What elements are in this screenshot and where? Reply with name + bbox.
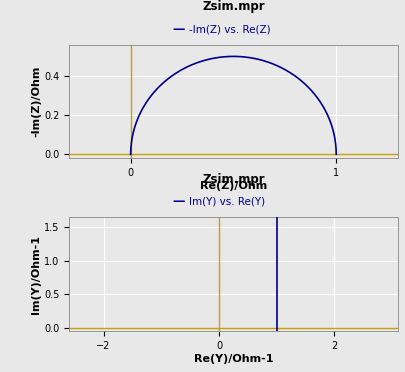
X-axis label: Re(Y)/Ohm-1: Re(Y)/Ohm-1 bbox=[193, 353, 273, 363]
Y-axis label: Im(Y)/Ohm-1: Im(Y)/Ohm-1 bbox=[31, 235, 41, 314]
Text: Zsim.mpr: Zsim.mpr bbox=[202, 173, 264, 186]
Text: Im(Y) vs. Re(Y): Im(Y) vs. Re(Y) bbox=[188, 197, 264, 207]
Text: —: — bbox=[172, 23, 184, 35]
Y-axis label: -Im(Z)/Ohm: -Im(Z)/Ohm bbox=[31, 66, 41, 137]
Text: —: — bbox=[172, 195, 184, 208]
X-axis label: Re(Z)/Ohm: Re(Z)/Ohm bbox=[199, 181, 266, 191]
Text: -Im(Z) vs. Re(Z): -Im(Z) vs. Re(Z) bbox=[188, 24, 270, 34]
Text: Zsim.mpr: Zsim.mpr bbox=[202, 0, 264, 13]
